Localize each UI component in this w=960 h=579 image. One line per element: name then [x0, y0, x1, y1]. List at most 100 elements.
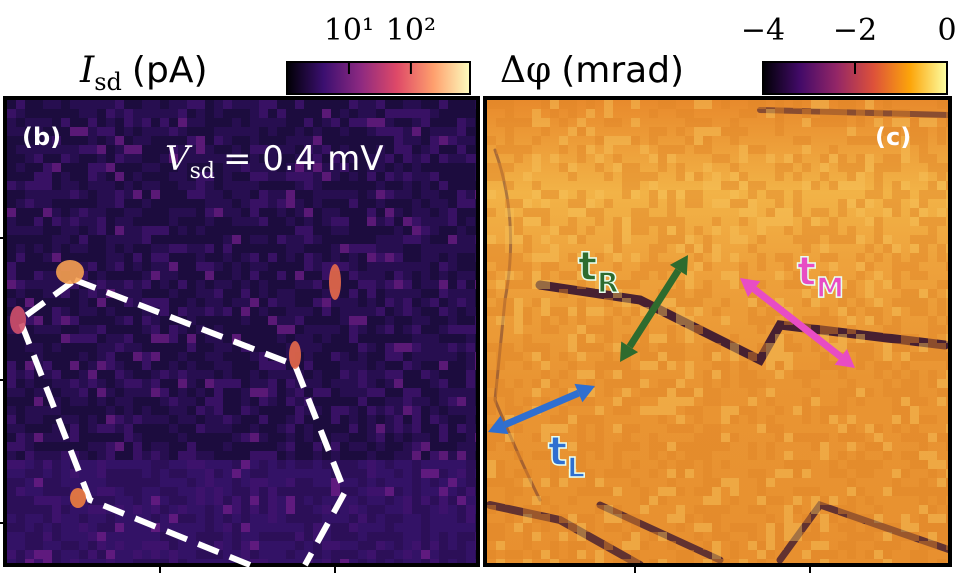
pixel — [883, 244, 892, 253]
pixel — [295, 100, 304, 109]
pixel — [559, 559, 568, 563]
pixel — [766, 424, 775, 433]
pixel — [196, 460, 205, 469]
pixel — [937, 100, 946, 109]
pixel — [43, 280, 52, 289]
pixel — [412, 109, 421, 118]
pixel — [730, 271, 739, 280]
pixel — [757, 541, 766, 550]
pixel — [910, 244, 919, 253]
pixel — [322, 460, 331, 469]
pixel — [187, 181, 196, 190]
pixel — [541, 496, 550, 505]
pixel — [376, 505, 385, 514]
pixel — [874, 136, 883, 145]
pixel — [439, 415, 448, 424]
pixel — [367, 550, 376, 559]
pixel — [667, 154, 676, 163]
pixel — [550, 109, 559, 118]
pixel — [70, 316, 79, 325]
pixel — [88, 136, 97, 145]
pixel — [937, 388, 946, 397]
pixel — [133, 109, 142, 118]
pixel — [196, 118, 205, 127]
pixel — [286, 199, 295, 208]
pixel — [937, 136, 946, 145]
pixel — [115, 523, 124, 532]
pixel — [892, 163, 901, 172]
pixel — [793, 460, 802, 469]
pixel — [793, 172, 802, 181]
pixel — [277, 199, 286, 208]
pixel — [52, 469, 61, 478]
pixel — [658, 442, 667, 451]
pixel — [322, 325, 331, 334]
pixel — [151, 523, 160, 532]
pixel — [403, 451, 412, 460]
pixel — [766, 343, 775, 352]
pixel — [577, 487, 586, 496]
pixel — [466, 424, 475, 433]
pixel — [439, 199, 448, 208]
pixel — [88, 181, 97, 190]
pixel — [820, 541, 829, 550]
pixel — [7, 208, 16, 217]
pixel — [142, 118, 151, 127]
pixel — [169, 262, 178, 271]
pixel — [649, 406, 658, 415]
pixel — [613, 307, 622, 316]
pixel — [178, 280, 187, 289]
pixel — [295, 460, 304, 469]
pixel — [52, 559, 61, 563]
pixel — [178, 163, 187, 172]
pixel — [496, 469, 505, 478]
pixel — [550, 559, 559, 563]
pixel — [169, 325, 178, 334]
pixel — [241, 280, 250, 289]
pixel — [214, 298, 223, 307]
pixel — [457, 145, 466, 154]
pixel — [595, 325, 604, 334]
pixel — [541, 523, 550, 532]
pixel — [919, 172, 928, 181]
pixel — [34, 172, 43, 181]
pixel — [928, 541, 937, 550]
pixel — [115, 235, 124, 244]
pixel — [784, 352, 793, 361]
pixel — [541, 127, 550, 136]
pixel — [685, 280, 694, 289]
pixel — [685, 442, 694, 451]
pixel — [70, 217, 79, 226]
pixel — [313, 190, 322, 199]
pixel — [532, 154, 541, 163]
pixel — [466, 118, 475, 127]
pixel — [43, 370, 52, 379]
pixel — [820, 559, 829, 563]
pixel — [394, 343, 403, 352]
pixel — [685, 514, 694, 523]
pixel — [331, 406, 340, 415]
pixel — [514, 550, 523, 559]
pixel — [268, 298, 277, 307]
pixel — [829, 226, 838, 235]
pixel — [412, 361, 421, 370]
pixel — [475, 307, 476, 316]
pixel — [250, 496, 259, 505]
pixel — [883, 379, 892, 388]
pixel — [43, 100, 52, 109]
pixel — [514, 235, 523, 244]
pixel — [7, 109, 16, 118]
pixel — [649, 532, 658, 541]
pixel — [178, 118, 187, 127]
pixel — [223, 181, 232, 190]
pixel — [322, 487, 331, 496]
pixel — [496, 379, 505, 388]
pixel — [874, 316, 883, 325]
pixel — [25, 226, 34, 235]
pixel — [16, 289, 25, 298]
colorbar-tick-label: −2 — [833, 13, 877, 48]
pixel — [532, 217, 541, 226]
pixel — [946, 505, 948, 514]
pixel — [874, 118, 883, 127]
pixel — [487, 136, 496, 145]
